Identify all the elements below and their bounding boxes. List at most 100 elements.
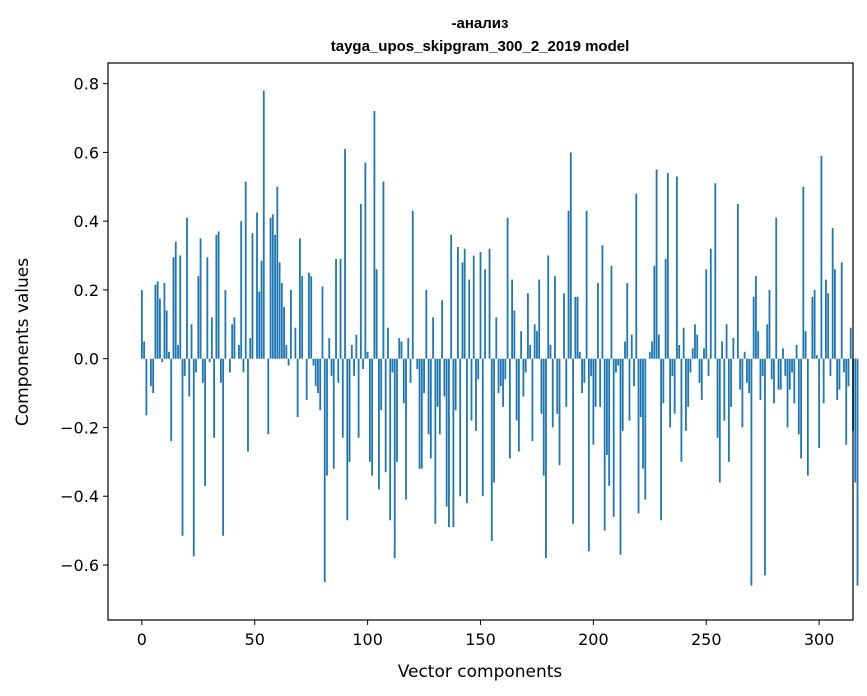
bar-23 — [192, 358, 195, 557]
bar-202 — [596, 283, 599, 359]
bar-73 — [305, 358, 308, 400]
bar-205 — [603, 358, 606, 531]
bar-20 — [186, 217, 188, 359]
bar-90 — [344, 148, 346, 359]
bar-61 — [278, 262, 281, 359]
bar-259 — [725, 324, 728, 359]
bar-52 — [258, 291, 261, 359]
bar-273 — [757, 331, 760, 359]
bar-124 — [420, 358, 423, 469]
bar-131 — [436, 358, 439, 407]
bar-192 — [574, 296, 577, 359]
bar-252 — [709, 248, 712, 359]
bar-242 — [687, 358, 690, 407]
bar-226 — [651, 341, 653, 359]
bar-287 — [788, 358, 791, 390]
bar-123 — [418, 358, 421, 469]
bar-235 — [671, 358, 674, 376]
bar-174 — [533, 324, 536, 359]
bar-141 — [459, 358, 462, 497]
bar-200 — [592, 358, 595, 445]
bar-176 — [538, 279, 541, 359]
bar-99 — [364, 162, 367, 359]
bar-309 — [838, 358, 841, 390]
bar-246 — [696, 334, 699, 359]
bar-48 — [249, 338, 252, 359]
bar-204 — [601, 245, 604, 359]
bar-169 — [522, 358, 525, 397]
y-tick-label: −0.6 — [60, 556, 99, 575]
bar-149 — [477, 358, 480, 380]
bar-21 — [188, 358, 191, 397]
bar-314 — [849, 327, 852, 359]
bar-5 — [152, 358, 155, 394]
bar-182 — [551, 358, 554, 428]
x-axis-ticks: 0 50 100 150 200 250 300 — [137, 620, 834, 649]
bar-10 — [163, 283, 166, 359]
bar-87 — [337, 358, 340, 383]
bar-19 — [183, 358, 186, 376]
bar-212 — [619, 358, 622, 555]
bar-198 — [587, 358, 590, 552]
bar-77 — [314, 358, 317, 387]
bar-39 — [229, 358, 231, 373]
bar-303 — [825, 279, 827, 359]
bar-248 — [700, 358, 703, 400]
bar-258 — [723, 358, 726, 421]
bar-307 — [834, 269, 836, 359]
bar-127 — [427, 358, 430, 435]
bar-295 — [806, 358, 809, 476]
bar-56 — [267, 358, 270, 435]
bar-47 — [247, 358, 249, 452]
bar-233 — [666, 173, 669, 359]
bar-286 — [786, 358, 789, 428]
bar-222 — [642, 358, 644, 469]
bar-85 — [332, 358, 335, 469]
bar-69 — [296, 358, 299, 418]
bar-118 — [407, 338, 410, 359]
bar-41 — [233, 317, 236, 359]
bar-266 — [741, 358, 744, 428]
bar-274 — [759, 358, 762, 400]
bar-232 — [664, 258, 667, 359]
bar-22 — [190, 324, 193, 359]
bar-156 — [493, 358, 495, 483]
bar-268 — [745, 358, 748, 383]
bar-93 — [350, 344, 353, 359]
bar-178 — [542, 358, 545, 476]
bar-78 — [317, 358, 319, 394]
bar-310 — [840, 262, 843, 359]
y-tick-label: 0.6 — [74, 143, 99, 162]
bar-277 — [766, 324, 769, 359]
bar-166 — [515, 358, 518, 421]
bar-249 — [703, 348, 705, 359]
bar-211 — [617, 358, 620, 366]
bar-306 — [831, 228, 834, 359]
bar-305 — [829, 358, 832, 376]
bar-125 — [423, 358, 425, 394]
bar-223 — [644, 358, 647, 500]
bar-158 — [497, 358, 500, 394]
x-tick-label: 250 — [691, 630, 722, 649]
bar-193 — [576, 296, 579, 359]
bar-132 — [438, 358, 441, 435]
bar-188 — [565, 358, 568, 407]
y-axis-label: Components values — [13, 258, 33, 426]
bar-26 — [199, 238, 202, 359]
bar-239 — [680, 358, 683, 462]
bar-260 — [727, 358, 730, 462]
bar-237 — [676, 176, 678, 359]
bar-95 — [355, 334, 358, 359]
bar-151 — [481, 358, 484, 497]
bar-267 — [743, 351, 746, 359]
bar-60 — [276, 186, 279, 359]
bar-108 — [384, 358, 387, 473]
bar-317 — [856, 358, 859, 586]
bar-series — [140, 90, 861, 586]
bar-58 — [271, 214, 274, 359]
bar-115 — [400, 341, 403, 359]
bar-257 — [721, 341, 723, 359]
bar-301 — [820, 155, 823, 359]
bar-308 — [836, 358, 839, 400]
